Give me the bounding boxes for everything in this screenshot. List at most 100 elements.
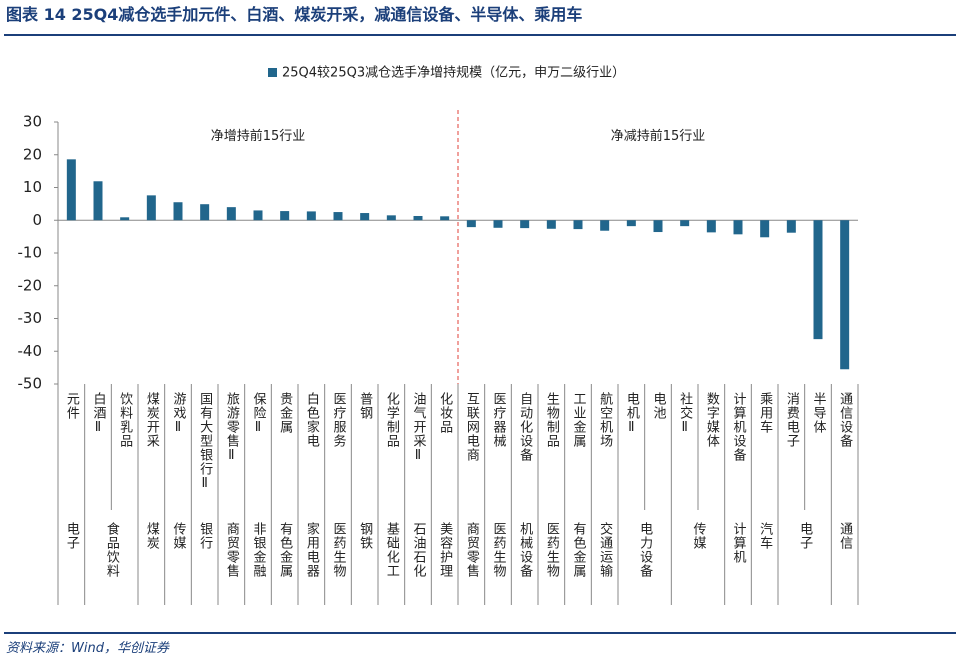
bar [706,220,716,233]
x-tick-label: 自动化设备 [517,392,533,462]
x-tick-label: 普钢 [357,392,373,420]
x-tick-label: 社交Ⅱ [677,391,693,436]
source: 资料来源：Wind，华创证券 [6,641,170,656]
group-label: 钢铁 [357,522,373,550]
y-tick-label: 30 [23,113,42,131]
group-label: 传媒 [171,522,187,550]
annotation: 净减持前15行业 [611,128,706,144]
bar [600,220,610,231]
group-label: 美容护理 [437,522,453,578]
x-tick-label: 电机Ⅱ [624,392,640,436]
y-tick-label: -50 [18,375,43,393]
chart-title: 图表 14 25Q4减仓选手加元件、白酒、煤炭开采，减通信设备、半导体、乘用车 [6,5,582,24]
bar [653,220,663,233]
y-tick-label: 0 [32,211,42,229]
bar [93,181,103,221]
x-tick-label: 乘用车 [757,392,773,434]
group-label: 医药生物 [331,522,347,578]
group-label: 电子 [64,522,80,550]
group-label: 基础化工 [384,522,400,578]
group-label: 煤炭 [144,522,160,550]
x-tick-label: 白酒Ⅱ [91,391,107,436]
bar [253,210,263,221]
group-label: 有色金属 [277,522,293,578]
bar [306,211,316,221]
x-tick-label: 半导体 [811,392,827,434]
bar [173,202,183,221]
x-tick-label: 计算机设备 [731,392,747,462]
bar [760,220,770,238]
group-label: 有色金属 [571,522,587,578]
x-tick-label: 生物制品 [544,392,560,448]
group-label: 商贸零售 [464,522,480,578]
group-label: 医药生物 [544,522,560,578]
x-tick-label: 化妆品 [437,392,453,434]
group-label: 交通运输 [597,521,613,578]
x-tick-label: 元件 [64,392,80,420]
bar [786,220,796,233]
bar [413,215,423,221]
y-tick-label: -20 [18,276,43,294]
x-tick-label: 消费电子 [784,392,800,448]
bar [360,213,370,221]
x-tick-label: 旅游零售Ⅱ [224,392,240,464]
group-label: 计算机 [731,522,747,564]
y-tick-label: -40 [18,342,43,360]
group-label: 电力设备 [637,522,653,578]
group-label: 食品饮料 [104,521,120,578]
bar [200,204,210,221]
bar [146,195,156,221]
y-tick-label: -10 [18,244,43,262]
bar [520,220,530,229]
bar [66,159,76,221]
x-tick-label: 油气开采Ⅱ [411,392,427,464]
bar [546,220,556,229]
bar [733,220,743,235]
x-tick-label: 化学制品 [384,392,400,448]
x-tick-label: 游戏Ⅱ [171,392,187,436]
x-tick-label: 互联网电商 [464,392,480,462]
x-tick-label: 医疗服务 [331,392,347,448]
x-tick-label: 保险Ⅱ [251,392,267,436]
x-tick-label: 电池 [651,392,667,420]
x-tick-label: 白色家电 [304,391,320,448]
bar [466,220,476,228]
x-tick-label: 国有大型银行Ⅱ [197,392,213,492]
bar [386,215,396,221]
group-label: 非银金融 [251,522,267,578]
bar [573,220,583,230]
bar [840,220,850,370]
x-tick-label: 医疗器械 [491,392,507,448]
bar [440,216,450,221]
group-label: 汽车 [757,522,773,550]
group-label: 商贸零售 [224,522,240,578]
x-tick-label: 航空机场 [597,391,613,448]
bar [120,217,130,221]
group-label: 银行 [197,522,213,550]
legend-swatch [268,68,277,77]
bar [813,220,823,340]
bar [226,207,236,221]
group-label: 电子 [797,522,813,550]
bar [626,220,636,227]
annotation: 净增持前15行业 [211,128,306,144]
x-tick-label: 工业金属 [571,392,587,448]
group-label: 家用电器 [304,521,320,578]
group-label: 医药生物 [491,522,507,578]
y-tick-label: 10 [23,178,42,196]
x-tick-label: 数字媒体 [704,392,720,448]
x-tick-label: 贵金属 [277,392,293,434]
x-tick-label: 煤炭开采 [144,392,160,448]
y-tick-label: -30 [18,309,43,327]
bar [280,211,290,221]
group-label: 通信 [837,522,853,550]
bar [333,212,343,221]
legend-label: 25Q4较25Q3减仓选手净增持规模（亿元，申万二级行业） [282,66,625,81]
x-tick-label: 饮料乳品 [117,392,132,448]
bar [680,220,690,227]
bar [493,220,503,228]
group-label: 石油石化 [411,522,427,578]
x-tick-label: 通信设备 [837,392,853,448]
